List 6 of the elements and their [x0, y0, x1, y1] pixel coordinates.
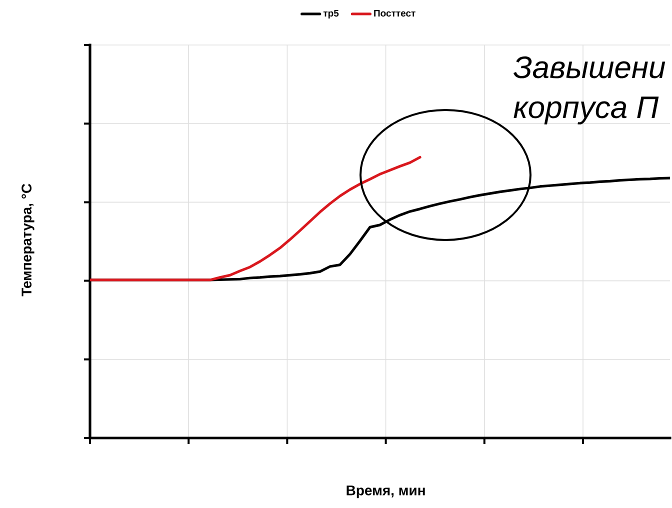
text: Завышени — [513, 56, 666, 78]
legend-label: Посттест — [374, 10, 416, 17]
text: корпуса П — [514, 96, 659, 124]
legend-label: тр5 — [323, 10, 339, 18]
y-axis-title: Температура, °C — [22, 184, 34, 296]
x-axis-title: Время, мин — [346, 486, 425, 498]
